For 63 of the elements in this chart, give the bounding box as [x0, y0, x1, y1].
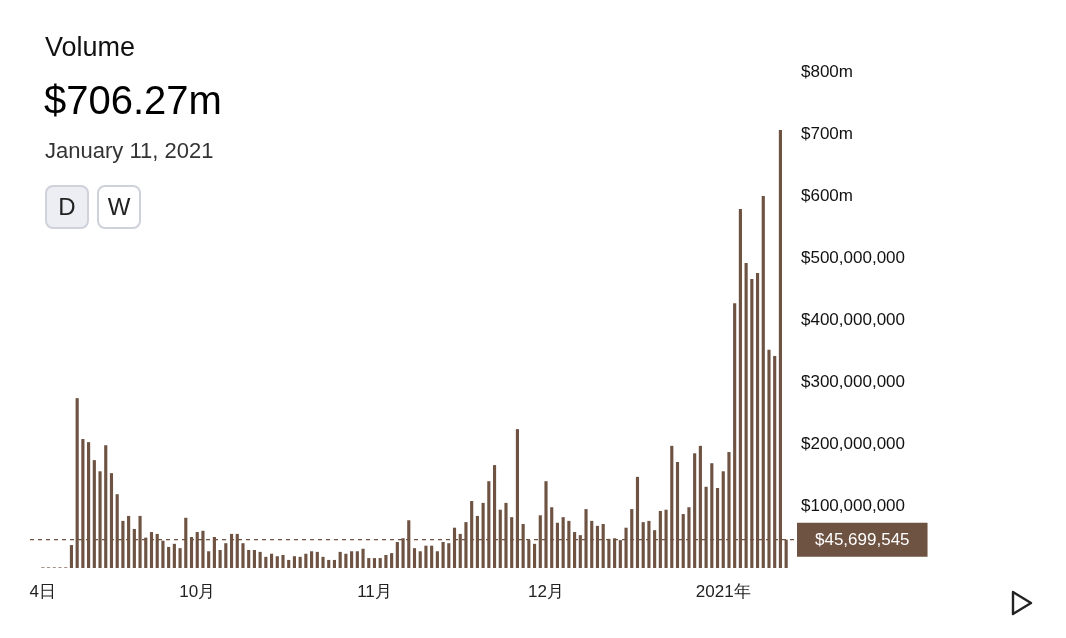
toggle-button: D: [45, 185, 89, 229]
x-tick-label: 2021年: [695, 581, 751, 601]
x-tick-label: 4日: [29, 581, 57, 601]
annotation: January 11, 2021: [45, 138, 214, 164]
x-tick-label: 12月: [528, 581, 564, 601]
bar: [269, 553, 274, 568]
bar: [355, 551, 359, 568]
bar: [241, 543, 245, 568]
bar: [281, 554, 285, 568]
bar: [372, 558, 377, 568]
x-tick-label: 11月: [357, 581, 392, 601]
bar: [304, 553, 308, 568]
bar: [441, 541, 445, 568]
bar: [367, 558, 371, 568]
y-tick-label: $700m: [801, 123, 853, 143]
bar: [533, 543, 537, 568]
bar: [247, 550, 251, 568]
bar: [338, 551, 342, 568]
bar: [618, 540, 622, 568]
bar: [412, 548, 417, 568]
bar: [258, 551, 262, 568]
bar: [315, 551, 319, 568]
ref-line-label: $45,699,545: [815, 530, 910, 550]
bar: [275, 556, 279, 568]
y-tick-label: $400,000,000: [801, 309, 905, 329]
bar: [292, 556, 296, 568]
y-tick-label: $300,000,000: [801, 371, 905, 391]
bar: [327, 559, 331, 568]
chart-subtitle: $706.27m: [44, 78, 222, 123]
bar: [378, 558, 382, 568]
bar: [264, 556, 268, 568]
y-tick-label: $800m: [801, 61, 853, 81]
bar: [321, 556, 325, 568]
bar: [172, 543, 176, 568]
bar: [424, 545, 428, 568]
bar: [298, 556, 302, 568]
y-tick-label: $200,000,000: [801, 433, 905, 453]
bar: [435, 551, 439, 568]
bar: [310, 551, 314, 568]
bar: [207, 551, 211, 568]
bar: [252, 550, 256, 568]
bar: [178, 548, 182, 568]
chart-title: Volume: [45, 32, 136, 63]
bar: [447, 543, 451, 568]
y-tick-label: $100,000,000: [801, 495, 905, 515]
bar: [430, 545, 434, 568]
toggle-button: W: [97, 185, 141, 229]
bar: [332, 559, 337, 568]
x-tick-label: 10月: [179, 581, 216, 601]
bar: [69, 545, 74, 568]
y-tick-label: $600m: [801, 185, 853, 205]
bar: [350, 551, 354, 568]
bar: [390, 553, 394, 568]
bar: [224, 543, 228, 568]
bar: [218, 550, 222, 568]
bar: [344, 553, 348, 568]
bar: [418, 551, 422, 568]
bar: [361, 548, 365, 568]
bar: [384, 554, 388, 568]
y-tick-label: $500,000,000: [801, 247, 905, 267]
bar: [287, 559, 291, 568]
bar: [167, 546, 171, 568]
bar: [395, 541, 399, 568]
